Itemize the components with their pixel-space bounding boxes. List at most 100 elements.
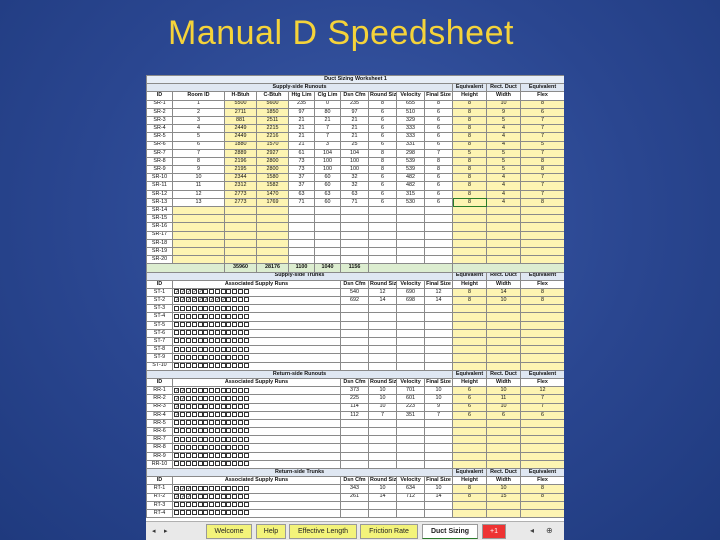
run-checkbox[interactable] [203,305,209,311]
cell[interactable] [520,312,564,322]
run-checkbox[interactable] [226,354,232,360]
cell[interactable] [224,222,257,232]
cell[interactable] [172,246,225,257]
run-checkbox[interactable] [232,510,238,516]
run-checkbox[interactable]: ✓ [174,395,180,402]
row-id[interactable]: ST-9 [146,353,173,363]
row-id[interactable]: ST-6 [146,328,173,339]
cell[interactable] [368,508,397,519]
run-checkbox[interactable] [185,338,191,344]
cell[interactable]: 6 [424,140,453,150]
cell[interactable] [424,328,453,339]
cell[interactable] [520,500,564,510]
row-id[interactable]: ST-10 [146,361,173,371]
cell[interactable] [340,500,369,510]
cell[interactable] [424,222,453,232]
run-checkbox[interactable] [174,363,180,368]
run-checkbox[interactable]: ✓ [197,297,203,304]
cell[interactable]: 6 [368,181,397,191]
cell[interactable]: 6 [424,173,453,183]
cell[interactable]: 2312 [224,181,257,191]
cell[interactable] [368,238,397,248]
cell[interactable]: 8 [424,156,453,167]
cell[interactable] [452,304,487,314]
run-checkbox[interactable] [180,461,186,467]
run-checkbox[interactable] [209,453,215,459]
column-header[interactable]: Clg Lim [314,91,341,101]
cell[interactable]: 8 [452,189,487,199]
total-value[interactable]: 1156 [340,263,369,273]
cell[interactable] [396,435,425,445]
cell[interactable] [368,312,397,322]
run-checkbox[interactable] [226,322,232,328]
cell[interactable] [452,230,487,240]
run-checkbox[interactable] [237,395,243,401]
column-header[interactable]: ID [146,279,173,289]
run-checkbox[interactable] [185,461,191,467]
run-checkbox[interactable] [243,461,249,467]
cell[interactable] [314,214,341,224]
run-checkbox[interactable] [232,395,238,401]
column-header[interactable]: ID [146,377,173,388]
cell[interactable] [452,238,487,248]
cell[interactable] [424,230,453,240]
run-checkbox[interactable] [214,444,220,450]
row-id[interactable]: SR-8 [146,156,173,167]
cell[interactable]: 21 [314,115,341,126]
run-checkbox[interactable] [237,428,243,434]
run-checkbox[interactable] [185,404,191,409]
run-checkbox[interactable] [174,502,180,508]
run-checkbox[interactable]: ✓ [203,297,209,304]
run-checkbox[interactable] [209,322,215,328]
run-checkbox[interactable] [197,395,203,401]
supply-trunk-checkbox-group[interactable]: ✓ ✓ ✓ ✓ ✓ ✓ ✓ ✓ ✓ [172,296,341,306]
return-trunk-checkbox-group[interactable] [172,508,341,519]
run-checkbox[interactable]: ✓ [174,412,180,419]
run-checkbox[interactable] [214,420,220,426]
run-checkbox[interactable] [226,453,232,459]
cell[interactable] [424,205,453,216]
cell[interactable] [288,255,315,265]
row-id[interactable]: SR-19 [146,246,173,257]
run-checkbox[interactable] [220,436,226,442]
cell[interactable] [172,222,225,232]
cell[interactable]: 5 [452,148,487,158]
column-header[interactable]: Width [486,377,521,388]
run-checkbox[interactable] [214,461,220,467]
cell[interactable]: 21 [288,132,315,142]
run-checkbox[interactable] [232,453,238,459]
cell[interactable] [424,500,453,510]
return-runout-checkbox-group[interactable] [172,435,341,445]
run-checkbox[interactable] [220,313,226,319]
cell[interactable]: 1470 [256,189,289,199]
run-checkbox[interactable] [209,305,215,311]
run-checkbox[interactable] [220,428,226,434]
cell[interactable] [452,222,487,232]
cell[interactable]: 7 [520,181,564,191]
run-checkbox[interactable] [197,322,203,328]
cell[interactable]: 6 [368,197,397,208]
cell[interactable]: 2 [172,107,225,117]
section-label[interactable]: Return-side Trunks [146,467,453,478]
cell[interactable]: 6 [424,107,453,117]
run-checkbox[interactable] [243,420,249,426]
column-header[interactable]: Final Size [424,377,453,388]
cell[interactable]: 8 [368,148,397,158]
run-checkbox[interactable] [243,387,249,393]
cell[interactable] [396,361,425,371]
run-checkbox[interactable]: ✓ [220,297,226,304]
run-checkbox[interactable] [174,338,180,344]
run-checkbox[interactable] [209,387,215,393]
cell[interactable] [520,418,564,429]
run-checkbox[interactable] [226,461,232,467]
row-id[interactable]: ST-3 [146,304,173,314]
run-checkbox[interactable] [243,412,249,418]
cell[interactable]: 2449 [224,132,257,142]
cell[interactable] [172,205,225,216]
run-checkbox[interactable] [232,289,238,295]
section-label[interactable]: Return-side Runouts [146,369,453,379]
cell[interactable]: 10 [486,386,521,396]
cell[interactable] [256,222,289,232]
cell[interactable] [486,345,521,355]
cell[interactable] [452,418,487,429]
